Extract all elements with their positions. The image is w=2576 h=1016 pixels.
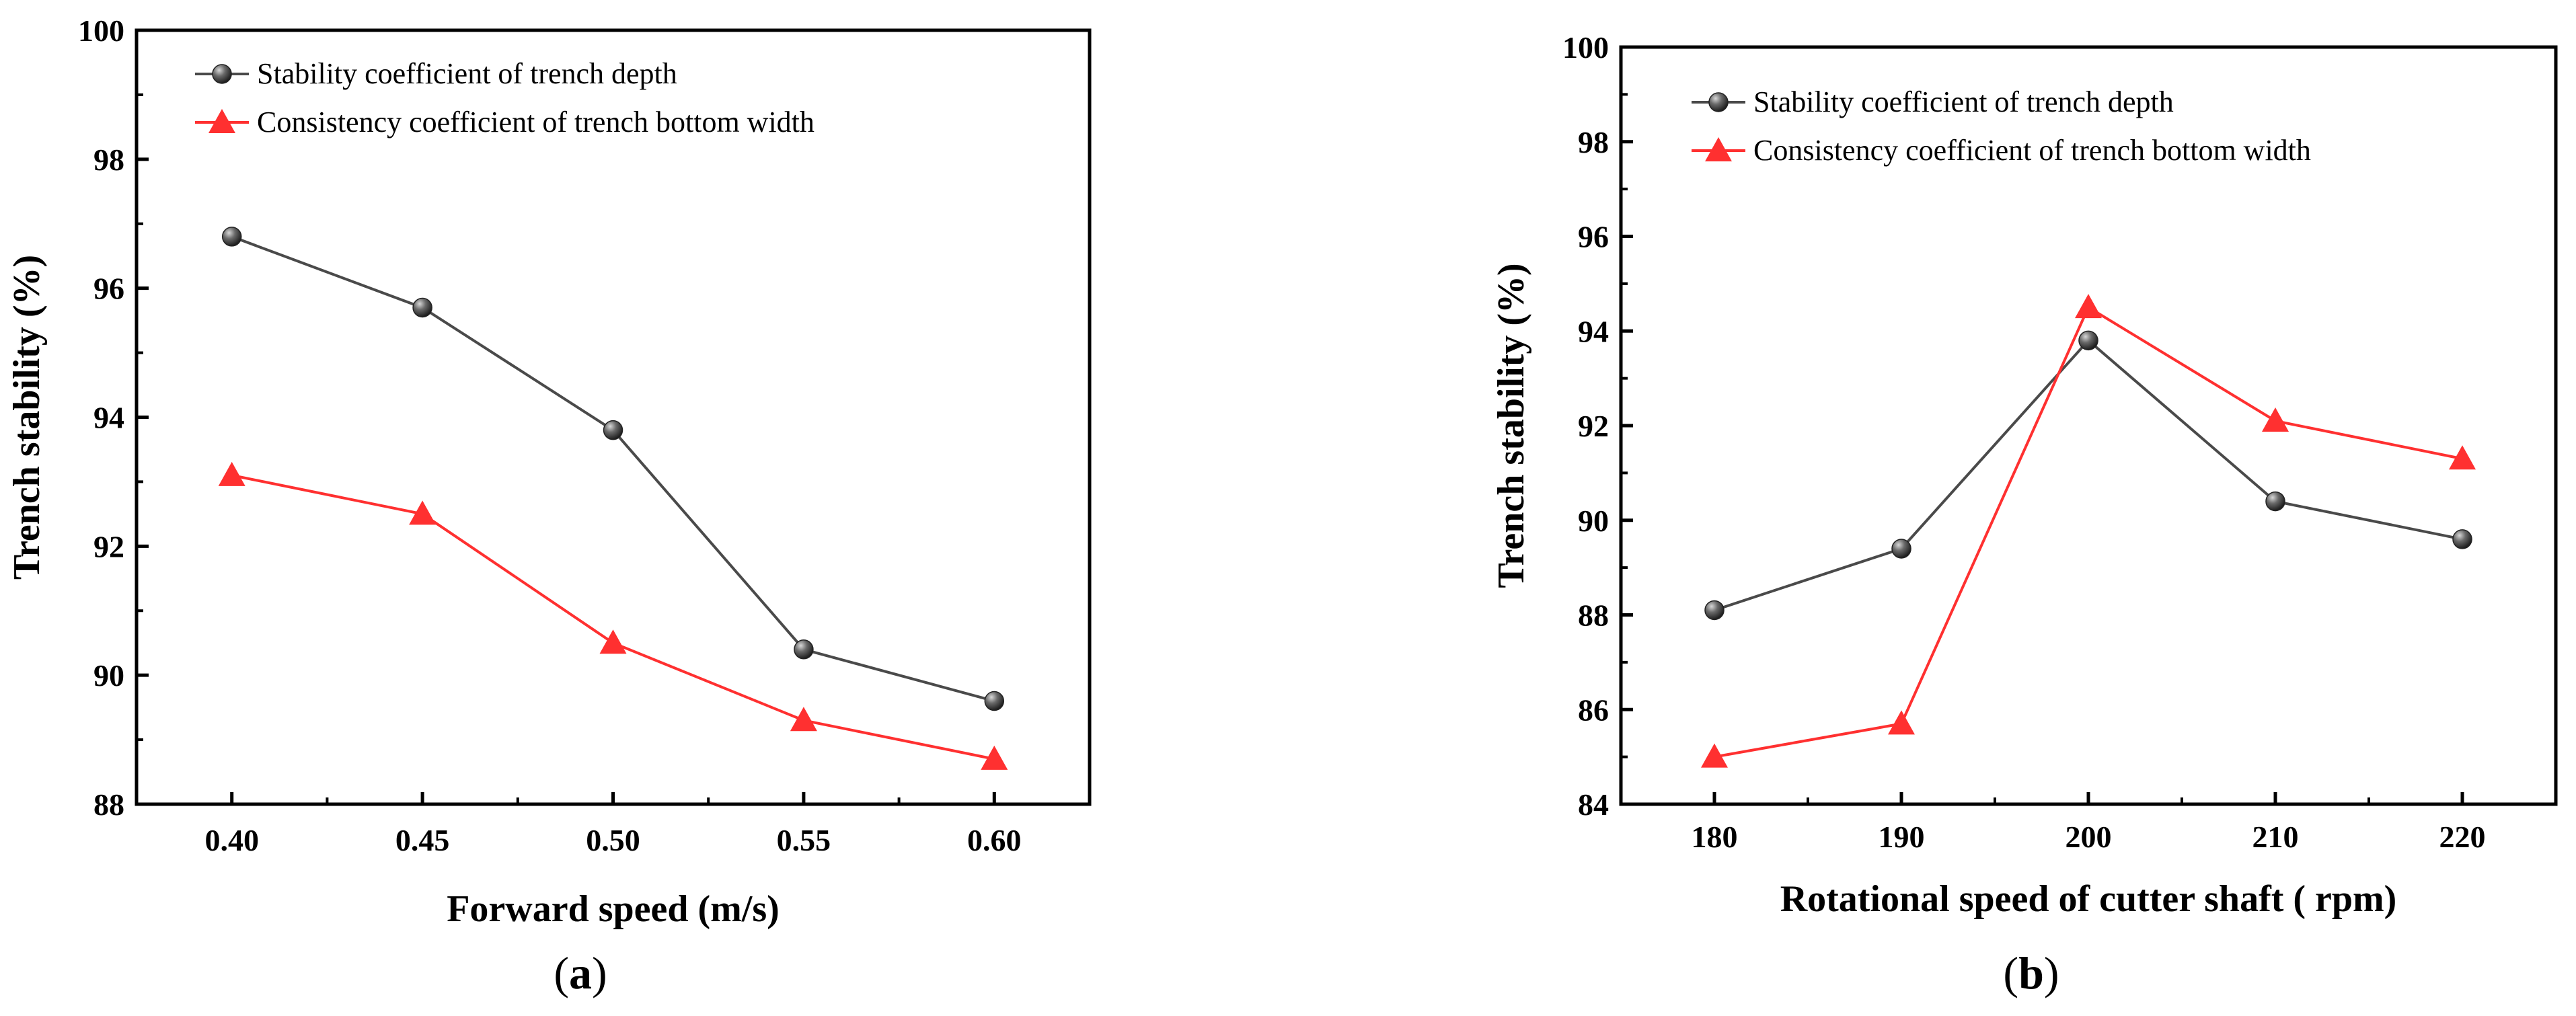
y-tick-label: 94	[1578, 314, 1609, 348]
data-point-bottom-width	[599, 629, 627, 654]
data-point-trench-depth	[2078, 330, 2098, 351]
legend-marker-sphere	[212, 64, 232, 84]
x-tick-label: 180	[1692, 820, 1738, 854]
panel-label-a: (a)	[554, 947, 607, 999]
data-point-bottom-width	[1888, 710, 1915, 735]
x-tick-label: 0.40	[204, 823, 259, 857]
data-point-trench-depth	[2265, 491, 2285, 512]
y-tick-label: 92	[93, 529, 124, 563]
x-tick-label: 210	[2252, 820, 2299, 854]
y-tick-label: 96	[93, 272, 124, 306]
x-tick-label: 0.55	[777, 823, 831, 857]
data-point-trench-depth	[2452, 529, 2472, 549]
y-tick-label: 100	[1562, 30, 1609, 65]
legend-label: Stability coefficient of trench depth	[1753, 85, 2174, 118]
data-point-trench-depth	[1891, 539, 1911, 559]
x-tick-label: 0.45	[395, 823, 450, 857]
y-tick-label: 92	[1578, 409, 1609, 443]
data-point-bottom-width	[981, 745, 1008, 770]
x-tick-label: 0.60	[967, 823, 1022, 857]
x-tick-label: 0.50	[586, 823, 640, 857]
y-tick-label: 88	[93, 787, 124, 822]
data-point-trench-depth	[603, 420, 623, 440]
chart-panel-a: 88 90 92 94 96 98 100 0.40 0.45 0.50 0.55 0.60 Forwa…	[6, 13, 1092, 930]
legend-marker-triangle	[1705, 137, 1732, 161]
y-tick-label: 88	[1578, 598, 1609, 633]
panel-label-b: (b)	[2003, 947, 2059, 999]
legend-label: Stability coefficient of trench depth	[257, 57, 677, 90]
data-point-bottom-width	[218, 461, 245, 486]
y-tick-label: 98	[93, 143, 124, 177]
legend-marker-triangle	[209, 109, 235, 133]
y-tick-label: 94	[93, 401, 124, 435]
y-tick-label: 96	[1578, 220, 1609, 254]
y-axis-title: Trench stability (%)	[1490, 263, 1532, 588]
y-axis-title: Trench stability (%)	[6, 255, 48, 580]
legend-label: Consistency coefficient of trench bottom…	[1753, 134, 2311, 167]
data-point-bottom-width	[1701, 743, 1728, 768]
series-line-trench-depth	[1714, 338, 2463, 612]
y-tick-label: 90	[1578, 504, 1609, 538]
data-point-trench-depth	[412, 297, 432, 318]
data-point-bottom-width	[2449, 445, 2476, 470]
data-point-bottom-width	[2075, 294, 2102, 319]
x-tick-label: 190	[1879, 820, 1925, 854]
y-tick-label: 100	[78, 13, 124, 48]
data-point-bottom-width	[2262, 407, 2289, 432]
x-axis-title: Rotational speed of cutter shaft ( rpm)	[1780, 878, 2397, 920]
y-tick-label: 86	[1578, 693, 1609, 727]
data-point-trench-depth	[984, 691, 1005, 711]
x-tick-label: 200	[2066, 820, 2112, 854]
data-point-bottom-width	[790, 707, 817, 732]
y-tick-label: 84	[1578, 787, 1609, 822]
data-point-bottom-width	[409, 500, 437, 525]
series-line-bottom-width	[1714, 305, 2463, 758]
x-tick-label: 220	[2439, 820, 2486, 854]
series-line-bottom-width	[231, 473, 995, 760]
chart-panel-b: 84 86 88 90 92 94 96 98 100 180 190 200 210 220 Rotati…	[1490, 30, 2558, 920]
x-axis-title: Forward speed (m/s)	[447, 888, 780, 930]
data-point-trench-depth	[794, 639, 814, 660]
legend-marker-sphere	[1708, 92, 1729, 112]
y-tick-label: 98	[1578, 125, 1609, 159]
data-point-trench-depth	[1704, 600, 1725, 621]
y-tick-label: 90	[93, 658, 124, 693]
data-point-trench-depth	[221, 227, 242, 247]
legend-label: Consistency coefficient of trench bottom…	[257, 106, 815, 139]
